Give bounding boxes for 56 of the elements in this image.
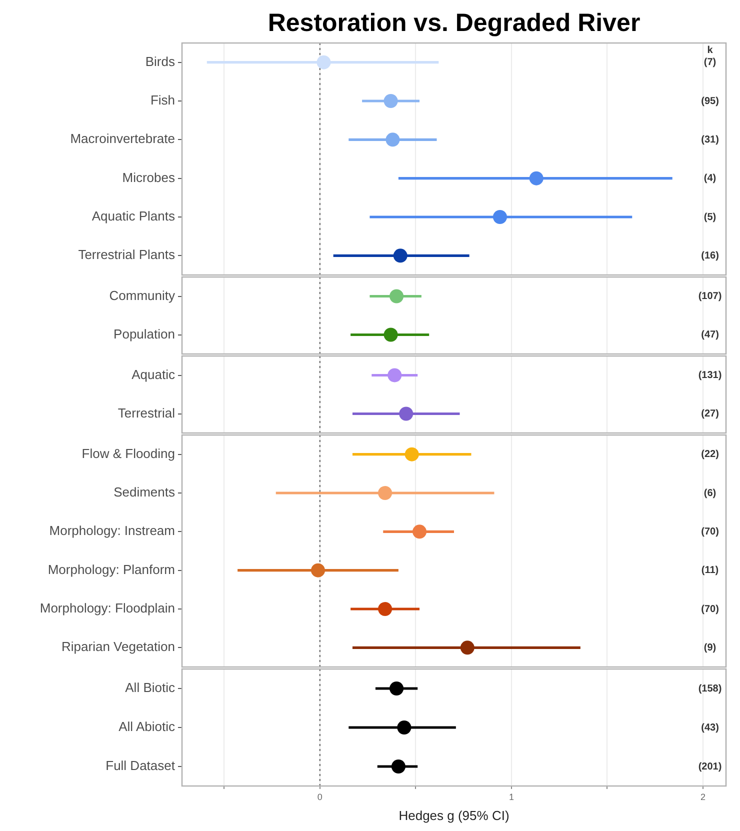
x-tick-label: 0 <box>317 792 322 802</box>
point <box>384 94 398 108</box>
y-tick-label: Aquatic <box>132 366 176 382</box>
annotation: (4) <box>704 173 716 184</box>
y-tick-label: Fish <box>150 92 175 108</box>
x-axis-title: Hedges g (95% CI) <box>398 808 510 823</box>
annotation: k <box>707 44 714 56</box>
y-tick-label: Aquatic Plants <box>92 208 176 224</box>
y-tick-label: All Abiotic <box>118 719 176 734</box>
x-tick-label: 2 <box>700 792 706 802</box>
y-tick-label: Morphology: Planform <box>48 562 175 577</box>
annotation: (107) <box>698 291 722 302</box>
y-tick-label: All Biotic <box>125 680 176 696</box>
point <box>386 132 400 147</box>
annotation: (16) <box>701 250 719 262</box>
x-tick-label: 1 <box>508 792 514 802</box>
point <box>412 524 427 539</box>
annotation: (201) <box>698 761 722 772</box>
annotation: (43) <box>701 722 719 734</box>
y-tick-label: Morphology: Instream <box>49 523 175 538</box>
y-tick-label: Sediments <box>114 484 176 500</box>
point <box>460 640 474 655</box>
annotation: (70) <box>701 526 719 538</box>
y-tick-label: Microbes <box>122 170 176 185</box>
y-tick-label: Morphology: Floodplain <box>40 600 175 616</box>
y-tick-label: Birds <box>145 54 176 69</box>
point <box>492 210 507 224</box>
annotation: (27) <box>701 408 719 420</box>
annotation: (11) <box>701 565 719 576</box>
point <box>378 602 392 616</box>
chart-title: Restoration vs. Degraded River <box>268 8 640 37</box>
y-tick-label: Flow & Flooding <box>82 446 175 461</box>
point <box>378 486 392 500</box>
annotation: (47) <box>701 330 719 340</box>
annotation: (95) <box>701 96 719 107</box>
y-tick-label: Riparian Vegetation <box>62 639 175 654</box>
annotation: (6) <box>704 488 716 499</box>
point <box>393 248 408 263</box>
annotation: (158) <box>698 683 722 694</box>
y-tick-label: Macroinvertebrate <box>70 131 175 146</box>
y-tick-label: Terrestrial Plants <box>78 247 176 262</box>
annotation: (31) <box>701 134 719 146</box>
annotation: (131) <box>698 370 722 381</box>
y-tick-label: Full Dataset <box>106 758 176 774</box>
y-tick-label: Terrestrial <box>118 405 176 420</box>
point <box>311 563 325 578</box>
annotation: (22) <box>701 449 719 460</box>
annotation: (70) <box>701 604 719 615</box>
annotation: (7) <box>704 57 716 68</box>
point <box>316 55 331 70</box>
y-tick-label: Population <box>114 326 175 342</box>
point <box>529 171 544 186</box>
annotation: (9) <box>704 642 716 654</box>
annotation: (5) <box>704 212 716 223</box>
y-tick-label: Community <box>109 288 176 303</box>
point <box>404 447 419 462</box>
